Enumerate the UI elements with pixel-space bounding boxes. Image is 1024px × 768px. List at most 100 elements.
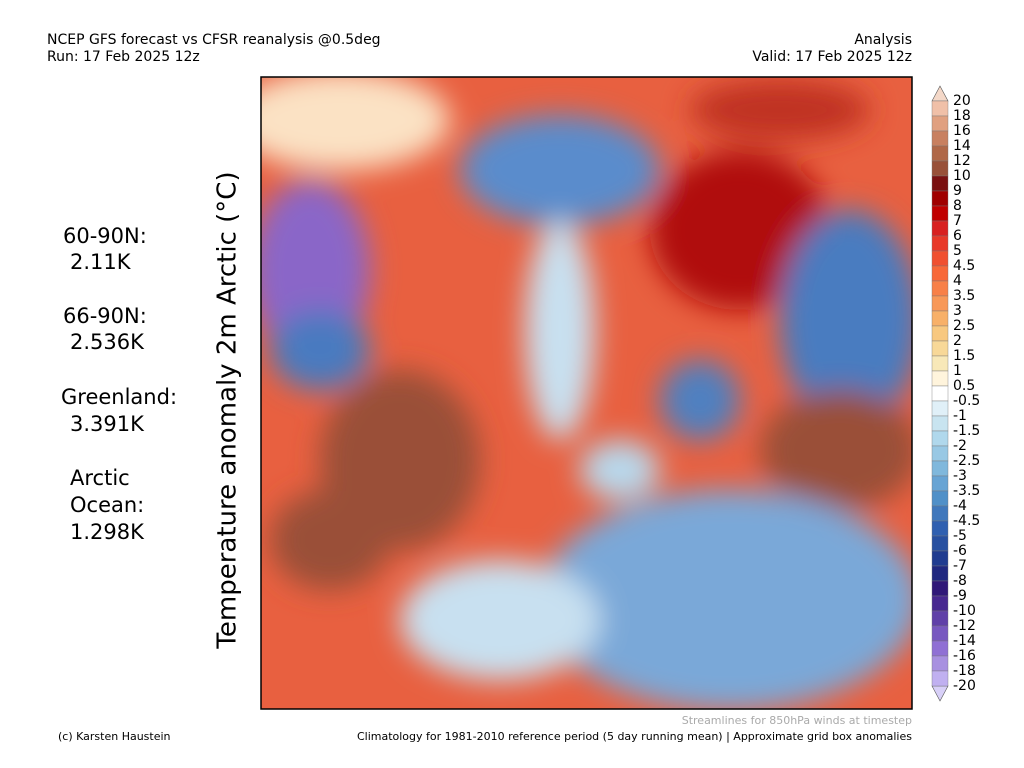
colorbar-swatch — [931, 130, 949, 147]
colorbar-label: 14 — [953, 138, 971, 154]
colorbar-swatch — [931, 265, 949, 282]
colorbar-swatch — [931, 190, 949, 207]
colorbar-label: -6 — [953, 543, 967, 559]
colorbar-label: 12 — [953, 153, 971, 169]
valid: Valid: 17 Feb 2025 12z — [752, 49, 912, 65]
colorbar-label: 20 — [953, 93, 971, 109]
stat-region: 66-90N: — [63, 304, 147, 328]
colorbar-swatch — [931, 430, 949, 447]
axis-label: Temperature anomaly 2m Arctic (°C) — [213, 171, 243, 649]
colorbar-swatch — [931, 625, 949, 642]
colorbar-swatch — [931, 325, 949, 342]
stat-value: 2.11K — [70, 250, 132, 274]
colorbar-swatch — [931, 250, 949, 267]
colorbar-label: -1.5 — [953, 423, 980, 439]
colorbar-label: -1 — [953, 408, 967, 424]
colorbar-label: -4.5 — [953, 513, 980, 529]
colorbar-arrow — [931, 685, 949, 702]
colorbar-label: -0.5 — [953, 393, 980, 409]
stat-region: 60-90N: — [63, 224, 147, 248]
colorbar-swatch — [931, 445, 949, 462]
colorbar-swatch — [931, 535, 949, 552]
colorbar-label: 6 — [953, 228, 962, 244]
colorbar-label: -18 — [953, 663, 976, 679]
colorbar-swatch — [931, 115, 949, 132]
colorbar-label: 3.5 — [953, 288, 975, 304]
colorbar-label: 1.5 — [953, 348, 975, 364]
colorbar-label: -14 — [953, 633, 976, 649]
colorbar-label: -20 — [953, 678, 976, 694]
colorbar-swatch — [931, 145, 949, 162]
colorbar-label: -8 — [953, 573, 967, 589]
colorbar-label: 4.5 — [953, 258, 975, 274]
colorbar-label: 4 — [953, 273, 962, 289]
map-frame — [260, 76, 913, 710]
kind: Analysis — [854, 32, 912, 48]
colorbar-swatch — [931, 670, 949, 687]
colorbar-label: -2.5 — [953, 453, 980, 469]
colorbar-swatch — [931, 490, 949, 507]
colorbar-swatch — [931, 175, 949, 192]
colorbar-label: -5 — [953, 528, 967, 544]
colorbar-swatch — [931, 340, 949, 357]
colorbar-swatch — [931, 355, 949, 372]
colorbar-label: -3.5 — [953, 483, 980, 499]
colorbar-label: -10 — [953, 603, 976, 619]
colorbar-label: -9 — [953, 588, 967, 604]
colorbar-swatch — [931, 385, 949, 402]
colorbar-swatch — [931, 295, 949, 312]
colorbar-swatch — [931, 205, 949, 222]
colorbar-label: -16 — [953, 648, 976, 664]
colorbar-arrow — [931, 85, 949, 102]
colorbar-swatch — [931, 475, 949, 492]
colorbar-swatch — [931, 580, 949, 597]
colorbar-label: 1 — [953, 363, 962, 379]
map — [261, 77, 912, 709]
colorbar-label: -3 — [953, 468, 967, 484]
colorbar-label: 2 — [953, 333, 962, 349]
colorbar-swatch — [931, 460, 949, 477]
stat-value: 3.391K — [70, 412, 145, 436]
colorbar-label: 3 — [953, 303, 962, 319]
colorbar-swatch — [931, 100, 949, 117]
colorbar-swatch — [931, 550, 949, 567]
colorbar-swatch — [931, 520, 949, 537]
stat-value: 1.298K — [70, 520, 145, 544]
colorbar-swatch — [931, 655, 949, 672]
colorbar-label: -2 — [953, 438, 967, 454]
colorbar-label: 7 — [953, 213, 962, 229]
stat-region: Ocean: — [70, 493, 144, 517]
colorbar-swatch — [931, 415, 949, 432]
colorbar-swatch — [931, 220, 949, 237]
colorbar-label: 9 — [953, 183, 962, 199]
colorbar-label: 10 — [953, 168, 971, 184]
colorbar-swatch — [931, 400, 949, 417]
colorbar-label: 18 — [953, 108, 971, 124]
colorbar-swatch — [931, 310, 949, 327]
climatology-note: Climatology for 1981-2010 reference peri… — [357, 730, 912, 743]
colorbar-swatch — [931, 565, 949, 582]
colorbar-label: 5 — [953, 243, 962, 259]
colorbar-swatch — [931, 610, 949, 627]
colorbar-swatch — [931, 640, 949, 657]
colorbar-label: -4 — [953, 498, 967, 514]
colorbar-swatch — [931, 595, 949, 612]
colorbar-swatch — [931, 505, 949, 522]
colorbar-label: 8 — [953, 198, 962, 214]
title: NCEP GFS forecast vs CFSR reanalysis @0.… — [47, 32, 381, 48]
colorbar-label: -12 — [953, 618, 976, 634]
run: Run: 17 Feb 2025 12z — [47, 49, 200, 65]
colorbar-swatch — [931, 280, 949, 297]
stat-value: 2.536K — [70, 330, 145, 354]
stat-region: Arctic — [70, 466, 130, 490]
colorbar-swatch — [931, 235, 949, 252]
colorbar-swatch — [931, 160, 949, 177]
streamline-note: Streamlines for 850hPa winds at timestep — [682, 714, 912, 727]
colorbar-label: -7 — [953, 558, 967, 574]
colorbar-label: 0.5 — [953, 378, 975, 394]
colorbar-label: 16 — [953, 123, 971, 139]
credit: (c) Karsten Haustein — [58, 730, 171, 743]
colorbar-swatch — [931, 370, 949, 387]
colorbar-label: 2.5 — [953, 318, 975, 334]
